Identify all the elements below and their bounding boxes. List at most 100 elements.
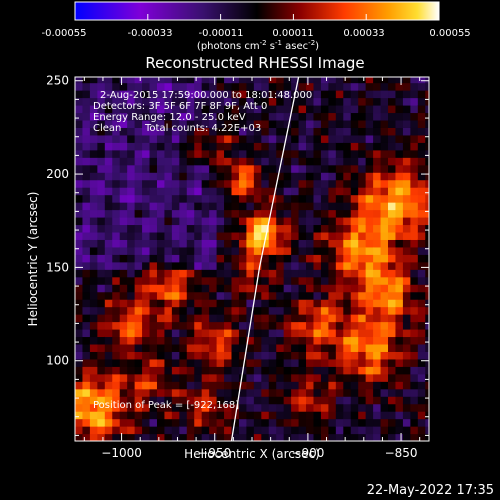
heatmap-cell — [216, 239, 225, 248]
solar-limb-line — [230, 77, 300, 441]
heatmap-cell — [224, 134, 233, 143]
heatmap-cell — [373, 157, 382, 166]
heatmap-cell — [380, 82, 389, 91]
heatmap-cell — [343, 246, 352, 255]
heatmap-cell — [365, 306, 374, 315]
heatmap-cell — [402, 179, 411, 188]
heatmap-cell — [209, 224, 218, 233]
heatmap-cell — [82, 411, 91, 420]
heatmap-cell — [89, 90, 98, 99]
heatmap-cell — [283, 351, 292, 360]
heatmap-cell — [224, 269, 233, 278]
heatmap-cell — [201, 164, 210, 173]
heatmap-cell — [365, 157, 374, 166]
heatmap-cell — [365, 202, 374, 211]
heatmap-cell — [261, 269, 270, 278]
heatmap-cell — [276, 351, 285, 360]
heatmap-cell — [179, 231, 188, 240]
heatmap-cell — [417, 254, 426, 263]
heatmap-cell — [425, 336, 429, 345]
heatmap-cell — [246, 119, 255, 128]
heatmap-cell — [127, 351, 136, 360]
heatmap-cell — [89, 82, 98, 91]
heatmap-cell — [82, 381, 91, 390]
heatmap-cell — [380, 314, 389, 323]
heatmap-cell — [201, 276, 210, 285]
heatmap-cell — [388, 224, 397, 233]
heatmap-cell — [224, 418, 233, 427]
heatmap-cell — [142, 388, 151, 397]
heatmap-cell — [320, 336, 329, 345]
heatmap-cell — [112, 82, 121, 91]
heatmap-cell — [306, 209, 315, 218]
heatmap-cell — [417, 239, 426, 248]
heatmap-cell — [358, 276, 367, 285]
heatmap-cell — [268, 217, 277, 226]
heatmap-cell — [209, 329, 218, 338]
heatmap-cell — [142, 411, 151, 420]
heatmap-cell — [320, 172, 329, 181]
heatmap-cell — [104, 77, 113, 84]
heatmap-cell — [179, 426, 188, 435]
heatmap-cell — [112, 134, 121, 143]
heatmap-cell — [134, 142, 143, 151]
heatmap-cell — [350, 388, 359, 397]
heatmap-cell — [417, 209, 426, 218]
heatmap-cell — [291, 291, 300, 300]
heatmap-cell — [134, 224, 143, 233]
heatmap-cell — [194, 105, 203, 114]
heatmap-cell — [82, 202, 91, 211]
heatmap-cell — [194, 373, 203, 382]
heatmap-cell — [186, 224, 195, 233]
heatmap-cell — [306, 351, 315, 360]
heatmap-cell — [358, 77, 367, 84]
heatmap-cell — [291, 127, 300, 136]
heatmap-cell — [328, 134, 337, 143]
heatmap-cell — [127, 157, 136, 166]
colorbar: -0.00055 -0.00033 -0.00011 0.00011 0.000… — [42, 1, 471, 52]
heatmap-cell — [343, 373, 352, 382]
heatmap-cell — [238, 291, 248, 300]
heatmap-cell — [171, 239, 180, 248]
heatmap-cell — [276, 202, 285, 211]
heatmap-cell — [104, 179, 113, 188]
heatmap-cell — [89, 411, 98, 420]
heatmap-cell — [276, 381, 285, 390]
heatmap-cell — [75, 343, 84, 352]
heatmap-cell — [201, 358, 210, 367]
heatmap-cell — [328, 388, 337, 397]
heatmap-cell — [395, 306, 404, 315]
heatmap-cell — [75, 381, 84, 390]
heatmap-cell — [82, 246, 91, 255]
heatmap-cell — [335, 246, 344, 255]
heatmap-cell — [82, 418, 91, 427]
annotation-energy-range: Energy Range: 12.0 - 25.0 keV — [93, 112, 246, 123]
heatmap-cell — [410, 164, 419, 173]
heatmap-cell — [402, 209, 411, 218]
heatmap-cell — [313, 284, 322, 293]
heatmap-cell — [134, 366, 143, 375]
heatmap-cell — [425, 202, 429, 211]
heatmap-cell — [335, 433, 344, 441]
heatmap-cell — [373, 321, 382, 330]
heatmap-cell — [149, 164, 158, 173]
heatmap-cell — [89, 269, 98, 278]
heatmap-cell — [313, 187, 322, 196]
heatmap-cell — [156, 276, 166, 285]
heatmap-cell — [298, 366, 307, 375]
heatmap-cell — [231, 403, 240, 412]
heatmap-cell — [253, 343, 262, 352]
heatmap-cell — [373, 202, 382, 211]
heatmap-cell — [246, 358, 255, 367]
heatmap-cell — [283, 112, 292, 121]
heatmap-cell — [119, 246, 128, 255]
heatmap-cell — [216, 194, 225, 203]
heatmap-cell — [89, 149, 98, 158]
heatmap-cell — [328, 366, 337, 375]
heatmap-cell — [75, 388, 84, 397]
heatmap-cell — [75, 403, 84, 412]
heatmap-cell — [395, 433, 404, 441]
heatmap-cell — [268, 433, 277, 441]
heatmap-cell — [306, 172, 315, 181]
heatmap-cell — [365, 411, 374, 420]
